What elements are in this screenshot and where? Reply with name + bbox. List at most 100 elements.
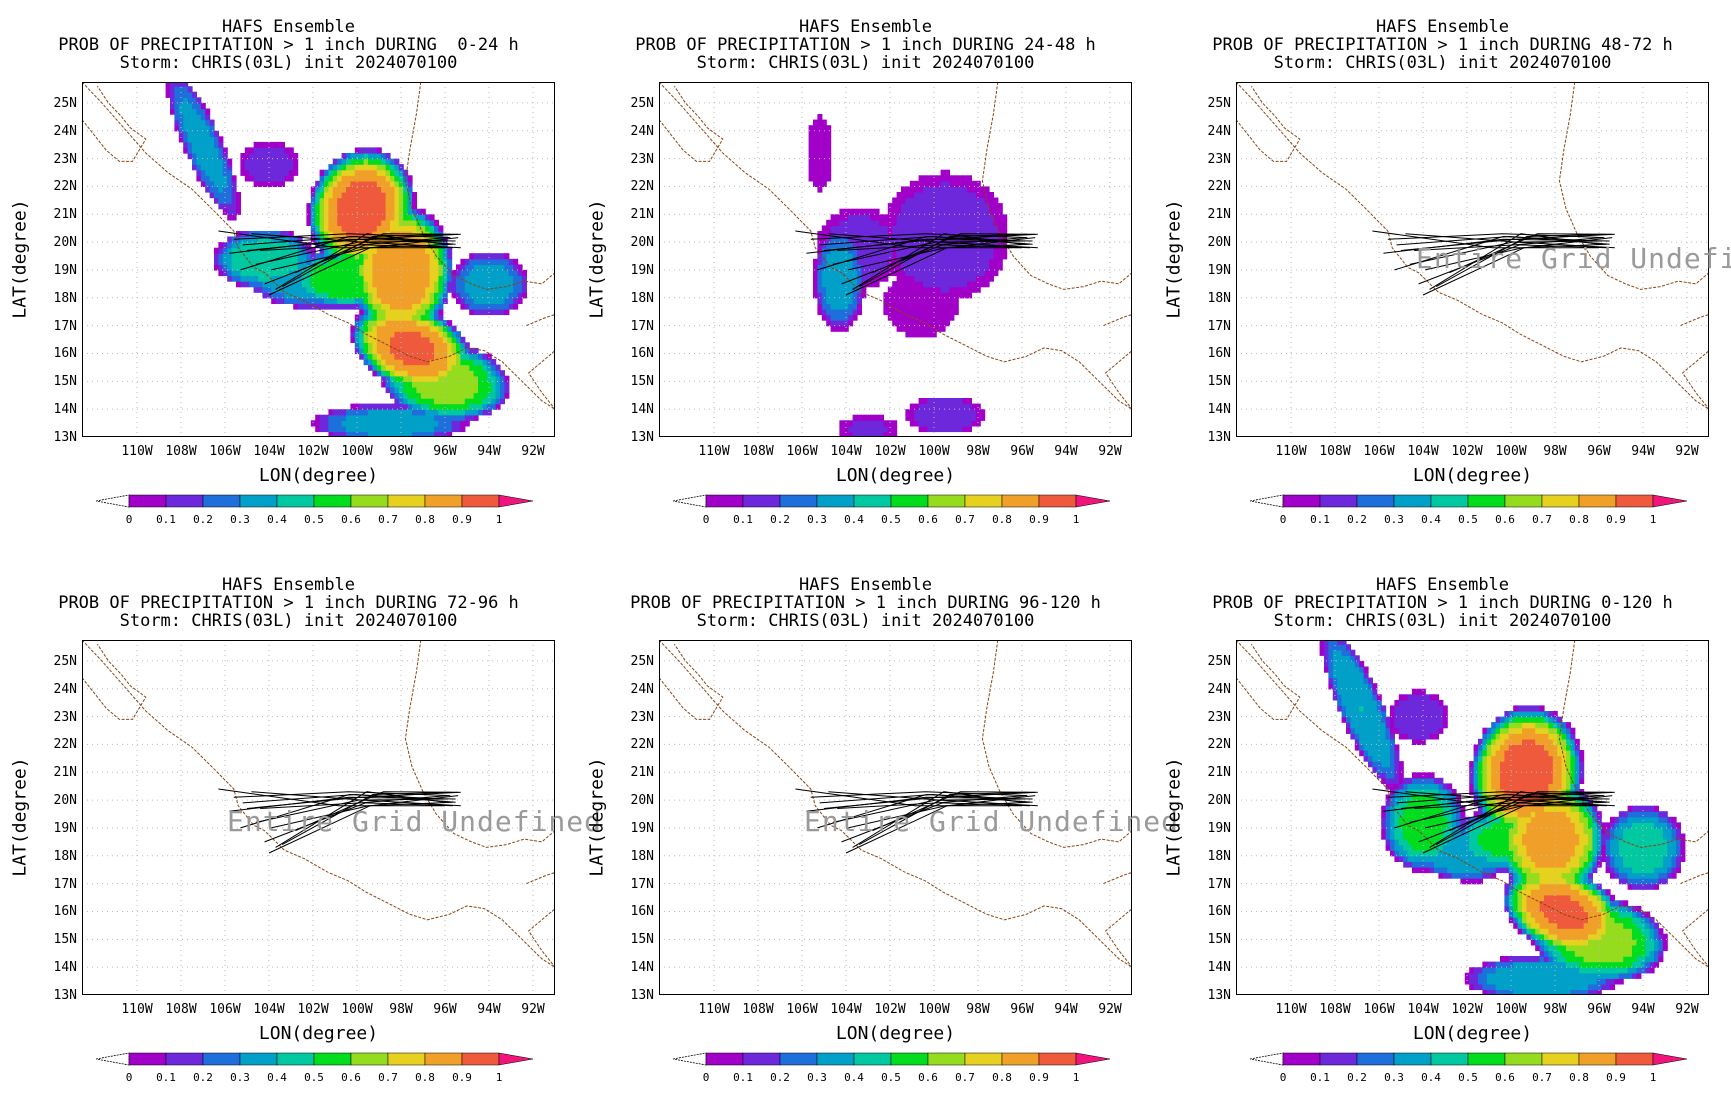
- prob-cell: [958, 292, 964, 299]
- prob-cell: [412, 375, 417, 382]
- colorbar-label: 0.6: [1495, 513, 1515, 526]
- prob-cell: [390, 253, 395, 260]
- lat-tick-label: 23N: [630, 151, 654, 167]
- prob-cell: [1368, 727, 1373, 734]
- prob-cell: [1486, 850, 1492, 857]
- prob-cell: [328, 208, 334, 215]
- prob-cell: [808, 169, 814, 176]
- prob-cell: [407, 320, 413, 327]
- prob-cell: [280, 169, 285, 176]
- prob-cell: [870, 236, 876, 243]
- prob-cell: [513, 286, 519, 293]
- prob-cell: [416, 269, 422, 277]
- prob-cell: [1412, 716, 1417, 723]
- prob-cell: [1447, 789, 1453, 796]
- prob-cell: [923, 225, 928, 232]
- prob-cell: [337, 303, 343, 310]
- lat-tick-label: 22N: [53, 737, 77, 753]
- prob-cell: [949, 219, 955, 226]
- panel-title2: PROB OF PRECIPITATION > 1 inch DURING 48…: [1212, 35, 1673, 55]
- prob-cell: [205, 147, 211, 154]
- prob-cell: [407, 247, 413, 254]
- colorbar-swatch: [1001, 494, 1040, 508]
- prob-cell: [1425, 827, 1431, 835]
- prob-cell: [398, 208, 404, 215]
- prob-cell: [958, 197, 964, 204]
- prob-cell: [293, 281, 299, 288]
- prob-cell: [997, 258, 1003, 265]
- prob-cell: [830, 214, 836, 221]
- prob-cell: [354, 253, 360, 260]
- prob-cell: [874, 258, 880, 265]
- prob-cell: [821, 164, 827, 171]
- prob-cell: [1486, 750, 1492, 757]
- prob-cell: [1526, 956, 1532, 963]
- plot-area: 13N 14N 15N 16N 17N 18N 19N 20N 21N 22N 23N 24N 25N 1…: [587, 640, 1178, 1044]
- prob-cell: [989, 197, 994, 204]
- prob-cell: [192, 108, 197, 115]
- prob-cell: [953, 175, 959, 182]
- prob-cell: [469, 381, 475, 388]
- prob-cell: [328, 292, 334, 299]
- prob-cell: [346, 169, 351, 176]
- prob-cell: [214, 164, 219, 171]
- prob-cell: [817, 141, 823, 149]
- prob-cell: [940, 208, 946, 215]
- prob-cell: [363, 275, 369, 282]
- prob-cell: [962, 281, 968, 288]
- prob-cell: [416, 359, 422, 366]
- prob-cell: [1526, 789, 1532, 796]
- prob-cell: [852, 231, 858, 238]
- prob-cell: [967, 208, 972, 215]
- prob-cell: [174, 97, 180, 104]
- prob-cell: [372, 203, 378, 210]
- prob-cell: [394, 325, 400, 332]
- prob-cell: [205, 175, 211, 182]
- colorbar-label: 0.6: [341, 1071, 361, 1084]
- prob-cell: [297, 236, 303, 243]
- prob-cell: [429, 253, 435, 260]
- prob-cell: [403, 320, 409, 327]
- prob-cell: [1473, 839, 1479, 846]
- prob-cell: [341, 203, 347, 210]
- prob-cell: [491, 308, 497, 316]
- prob-cell: [1416, 699, 1422, 707]
- prob-cell: [218, 164, 224, 171]
- prob-cell: [416, 409, 422, 416]
- prob-cell: [1420, 833, 1426, 840]
- prob-cell: [1513, 750, 1519, 757]
- prob-cell: [914, 331, 920, 338]
- prob-cell: [315, 203, 321, 210]
- prob-cell: [945, 264, 950, 271]
- prob-cell: [1526, 850, 1532, 857]
- prob-cell: [1478, 872, 1483, 879]
- prob-cell: [236, 247, 241, 254]
- prob-cell: [1504, 956, 1510, 963]
- prob-cell: [839, 425, 845, 433]
- prob-cell: [306, 281, 312, 288]
- storm-track: [806, 238, 1033, 254]
- prob-cell: [438, 303, 444, 310]
- prob-cell: [438, 386, 444, 394]
- prob-cell: [434, 258, 439, 265]
- prob-cell: [328, 275, 334, 282]
- prob-cell: [310, 231, 316, 238]
- prob-cell: [1517, 772, 1523, 779]
- prob-cell: [394, 425, 400, 433]
- prob-cell: [1412, 855, 1417, 862]
- prob-cell: [839, 275, 845, 282]
- prob-cell: [214, 175, 219, 182]
- prob-cell: [905, 331, 911, 338]
- prob-cell: [350, 431, 356, 437]
- prob-cell: [438, 425, 444, 433]
- prob-cell: [390, 409, 395, 416]
- prob-cell: [517, 269, 523, 277]
- prob-cell: [989, 264, 994, 271]
- prob-cell: [1403, 694, 1409, 701]
- prob-cell: [464, 359, 470, 366]
- prob-cell: [914, 325, 920, 332]
- prob-cell: [1504, 961, 1510, 968]
- colorbar-over-triangle: [1652, 494, 1688, 508]
- prob-cell: [297, 247, 303, 254]
- prob-cell: [319, 203, 325, 210]
